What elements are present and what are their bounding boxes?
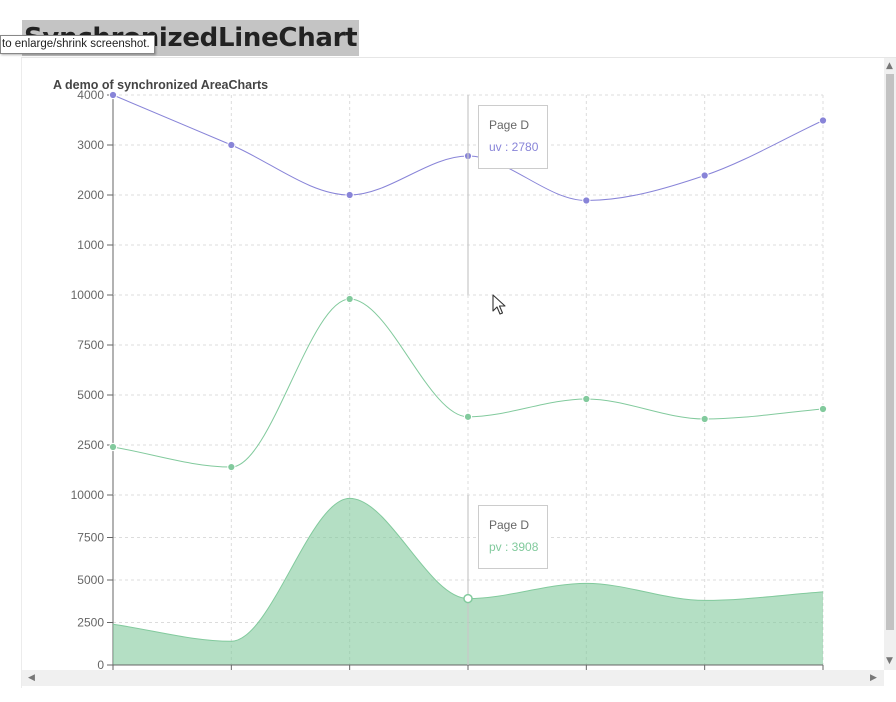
chart-panel-1: 1000 2000 3000 4000 bbox=[77, 88, 828, 296]
scroll-down-arrow-icon[interactable]: ▼ bbox=[886, 656, 893, 666]
data-point-uv bbox=[582, 196, 591, 205]
tooltip-pv-label: Page D bbox=[489, 518, 530, 532]
tooltip-uv: Page D uv : 2780 bbox=[478, 105, 548, 169]
data-point-pv bbox=[700, 414, 709, 424]
active-dot-pv bbox=[463, 593, 473, 604]
data-point-pv bbox=[818, 404, 828, 414]
data-point-uv bbox=[108, 90, 118, 100]
y-tick-label: 7500 bbox=[77, 531, 104, 545]
area-fill-pv bbox=[113, 498, 823, 665]
data-point-pv bbox=[463, 412, 473, 421]
data-point-uv bbox=[345, 190, 354, 200]
data-point-pv bbox=[582, 394, 591, 404]
y-tick-label: 7500 bbox=[77, 338, 104, 352]
data-point-pv bbox=[227, 462, 236, 472]
chart-panel-2: 2500 5000 7500 10000 bbox=[71, 288, 828, 495]
y-tick-label: 2500 bbox=[77, 438, 104, 452]
tooltip-pv-value: pv : 3908 bbox=[489, 540, 539, 554]
y-tick-label: 2500 bbox=[77, 616, 104, 630]
horizontal-scrollbar[interactable]: ◀ ▶ bbox=[22, 670, 884, 686]
data-point-pv bbox=[108, 442, 118, 452]
data-point-uv bbox=[818, 116, 828, 125]
scroll-left-arrow-icon[interactable]: ◀ bbox=[28, 673, 35, 683]
chart-title: A demo of synchronized AreaCharts bbox=[53, 78, 269, 92]
mouse-pointer-icon bbox=[492, 294, 506, 320]
tooltip-uv-label: Page D bbox=[489, 118, 530, 132]
y-tick-label: 5000 bbox=[77, 573, 104, 587]
tooltip-pv: Page D pv : 3908 bbox=[478, 505, 548, 569]
vertical-scrollbar-thumb[interactable] bbox=[886, 74, 894, 630]
y-tick-label: 3000 bbox=[77, 138, 104, 152]
tooltip-uv-value: uv : 2780 bbox=[489, 140, 539, 154]
screenshot-resize-tooltip: to enlarge/shrink screenshot. bbox=[0, 35, 155, 54]
y-tick-label: 5000 bbox=[77, 388, 104, 402]
y-tick-label: 1000 bbox=[77, 238, 104, 252]
y-tick-label: 0 bbox=[97, 658, 104, 672]
y-tick-label: 10000 bbox=[71, 288, 105, 302]
data-point-pv bbox=[345, 294, 354, 304]
demo-frame bbox=[21, 57, 896, 688]
data-point-uv bbox=[700, 171, 709, 180]
scroll-up-arrow-icon[interactable]: ▲ bbox=[886, 61, 893, 71]
y-tick-label: 4000 bbox=[77, 88, 104, 102]
area-line-pv bbox=[112, 497, 824, 642]
vertical-scrollbar[interactable]: ▲ ▼ bbox=[884, 58, 896, 670]
data-point-uv bbox=[227, 140, 236, 150]
y-tick-label: 10000 bbox=[71, 488, 105, 502]
y-tick-label: 2000 bbox=[77, 188, 104, 202]
scroll-right-arrow-icon[interactable]: ▶ bbox=[870, 673, 877, 683]
chart-panel-3: 0 2500 5000 7500 10000 bbox=[71, 488, 824, 672]
